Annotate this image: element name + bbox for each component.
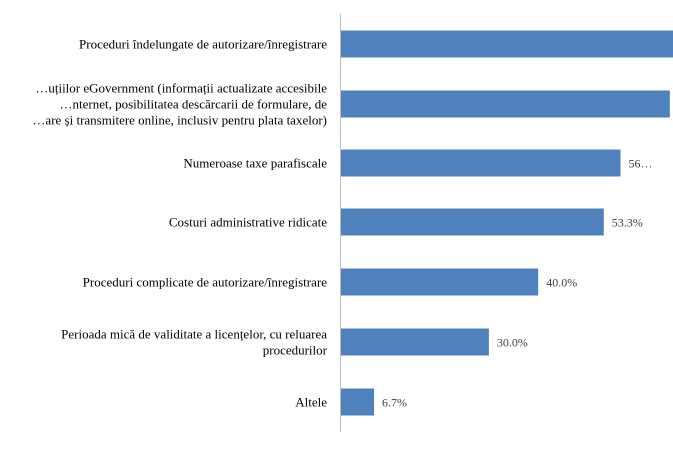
category-label-line: Numeroase taxe parafiscale xyxy=(183,156,327,171)
category-label-0: Proceduri îndelungate de autorizare/înre… xyxy=(79,37,327,52)
category-label-5: Perioada mică de validitate a licențelor… xyxy=(61,327,328,358)
bar-3 xyxy=(341,208,604,236)
data-label-4: 40.0% xyxy=(546,276,577,290)
category-label-line: Altele xyxy=(295,395,327,410)
category-label-3: Costuri administrative ridicate xyxy=(169,215,327,230)
category-label-6: Altele xyxy=(295,395,327,410)
category-label-line: Proceduri îndelungate de autorizare/înre… xyxy=(79,37,327,52)
category-label-line: …are și transmitere online, inclusiv pen… xyxy=(32,113,327,128)
bar-6 xyxy=(341,388,375,416)
bar-2 xyxy=(341,149,621,177)
category-label-4: Proceduri complicate de autorizare/înreg… xyxy=(83,275,328,290)
category-label-line: Proceduri complicate de autorizare/înreg… xyxy=(83,275,328,290)
category-label-line: Perioada mică de validitate a licențelor… xyxy=(61,327,327,342)
data-labels-group: 56… 53.3% 40.0% 30.0% 6.7% xyxy=(382,157,653,410)
category-label-1: …uțiilor eGovernment (informații actuali… xyxy=(32,81,327,128)
bar-4 xyxy=(341,268,539,296)
category-label-line: …uțiilor eGovernment (informații actuali… xyxy=(35,81,327,96)
bar-1 xyxy=(341,90,670,118)
category-label-2: Numeroase taxe parafiscale xyxy=(183,156,327,171)
data-label-5: 30.0% xyxy=(497,336,528,350)
category-label-line: …nternet, posibilitatea descărcarii de f… xyxy=(60,97,328,112)
bar-5 xyxy=(341,328,489,356)
data-label-6: 6.7% xyxy=(382,396,407,410)
data-label-3: 53.3% xyxy=(612,216,643,230)
data-label-2: 56… xyxy=(629,157,653,171)
bars-group xyxy=(341,30,673,416)
bar-0 xyxy=(341,30,673,58)
category-label-line: Costuri administrative ridicate xyxy=(169,215,327,230)
category-labels-group: Proceduri îndelungate de autorizare/înre… xyxy=(32,37,327,410)
category-label-line: procedurilor xyxy=(263,343,328,358)
